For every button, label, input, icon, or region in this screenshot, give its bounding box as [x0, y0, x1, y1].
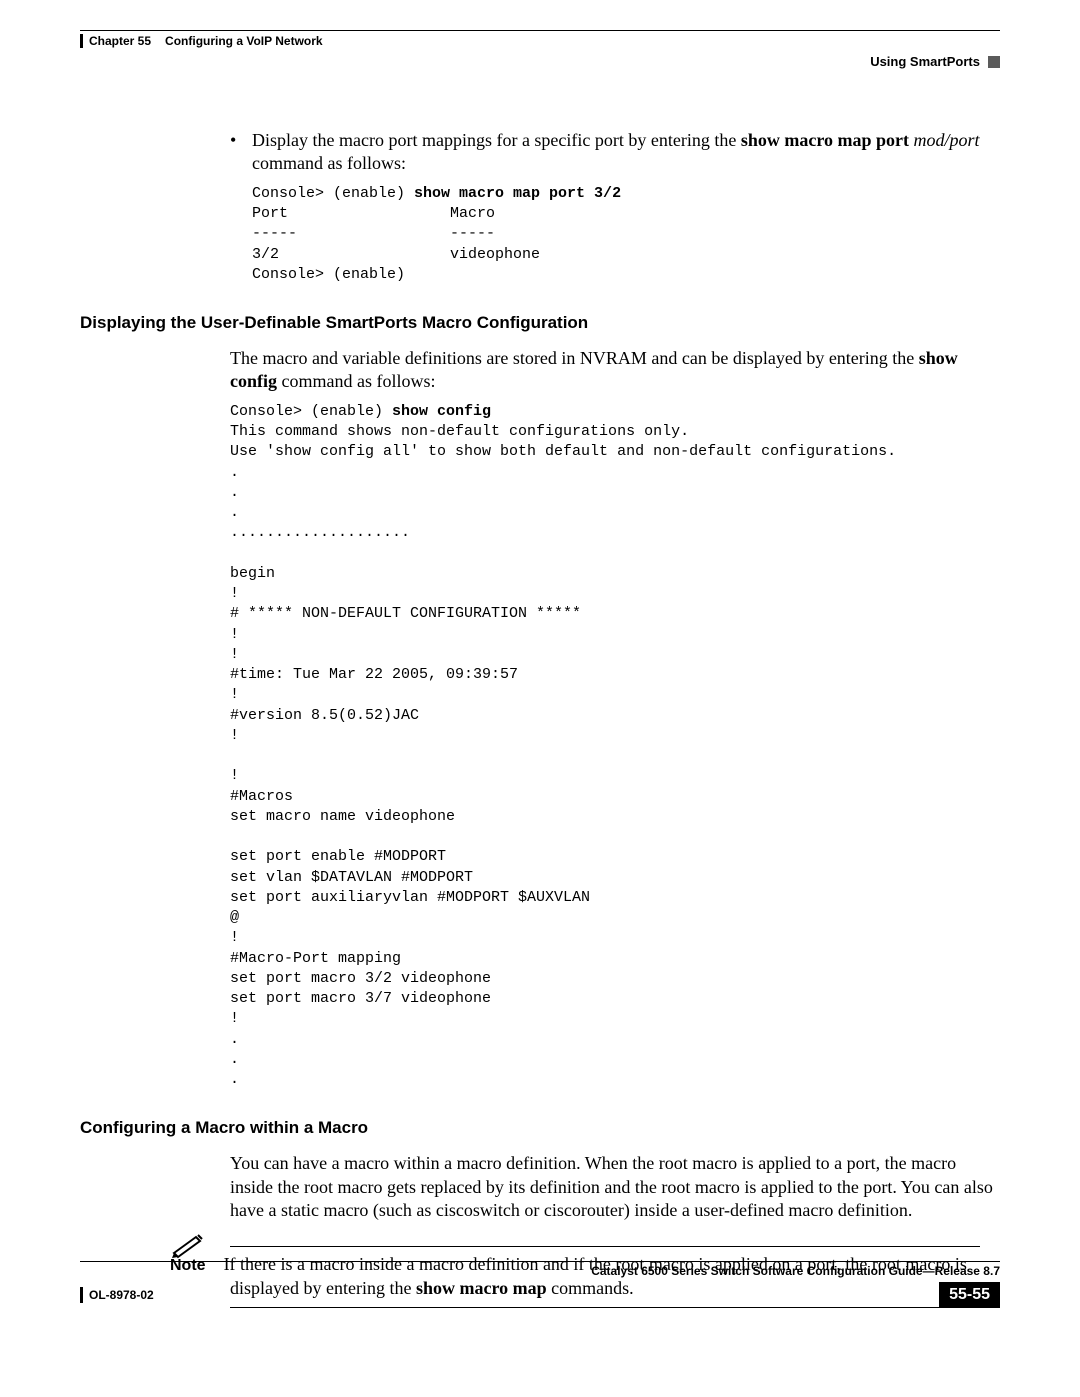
bullet-text: Display the macro port mappings for a sp…: [252, 129, 1000, 285]
section-title: Using SmartPorts: [870, 54, 980, 69]
footer-page-number: 55-55: [939, 1282, 1000, 1308]
paragraph: The macro and variable definitions are s…: [230, 347, 1000, 394]
header-rule: [80, 30, 1000, 31]
bullet-dot: •: [230, 129, 252, 285]
footer-guide-title: Catalyst 6500 Series Switch Software Con…: [591, 1264, 1000, 1278]
footer-docnum: OL-8978-02: [89, 1288, 154, 1302]
footer-rule: [80, 1261, 1000, 1262]
inline-arg: mod/port: [914, 130, 980, 150]
heading-displaying-macro-config: Displaying the User-Definable SmartPorts…: [80, 313, 1000, 333]
inline-command: show macro map port: [741, 130, 909, 150]
header-accent-bar: [80, 34, 83, 48]
footer-guide-row: Catalyst 6500 Series Switch Software Con…: [80, 1264, 1000, 1278]
note-rule-top: [230, 1246, 980, 1247]
body: • Display the macro port mappings for a …: [80, 129, 1000, 1308]
code-block: Console> (enable) show config This comma…: [230, 402, 1000, 1091]
bullet-item: • Display the macro port mappings for a …: [230, 129, 1000, 285]
footer-docnum-wrap: OL-8978-02: [80, 1287, 154, 1303]
chapter-title: Configuring a VoIP Network: [165, 34, 323, 48]
code-block-wrapper: Console> (enable) show config This comma…: [230, 402, 1000, 1091]
chapter-label: Chapter 55: [89, 34, 151, 48]
page: Chapter 55 Configuring a VoIP Network Us…: [80, 30, 1000, 1308]
heading-configuring-macro-within-macro: Configuring a Macro within a Macro: [80, 1118, 1000, 1138]
code-block: Console> (enable) show macro map port 3/…: [252, 184, 1000, 285]
header-row: Chapter 55 Configuring a VoIP Network: [80, 34, 1000, 48]
paragraph: You can have a macro within a macro defi…: [230, 1152, 1000, 1222]
section-header-row: Using SmartPorts: [80, 54, 1000, 69]
section-accent-square: [988, 56, 1000, 68]
footer: Catalyst 6500 Series Switch Software Con…: [80, 1261, 1000, 1308]
footer-accent-bar: [80, 1287, 83, 1303]
